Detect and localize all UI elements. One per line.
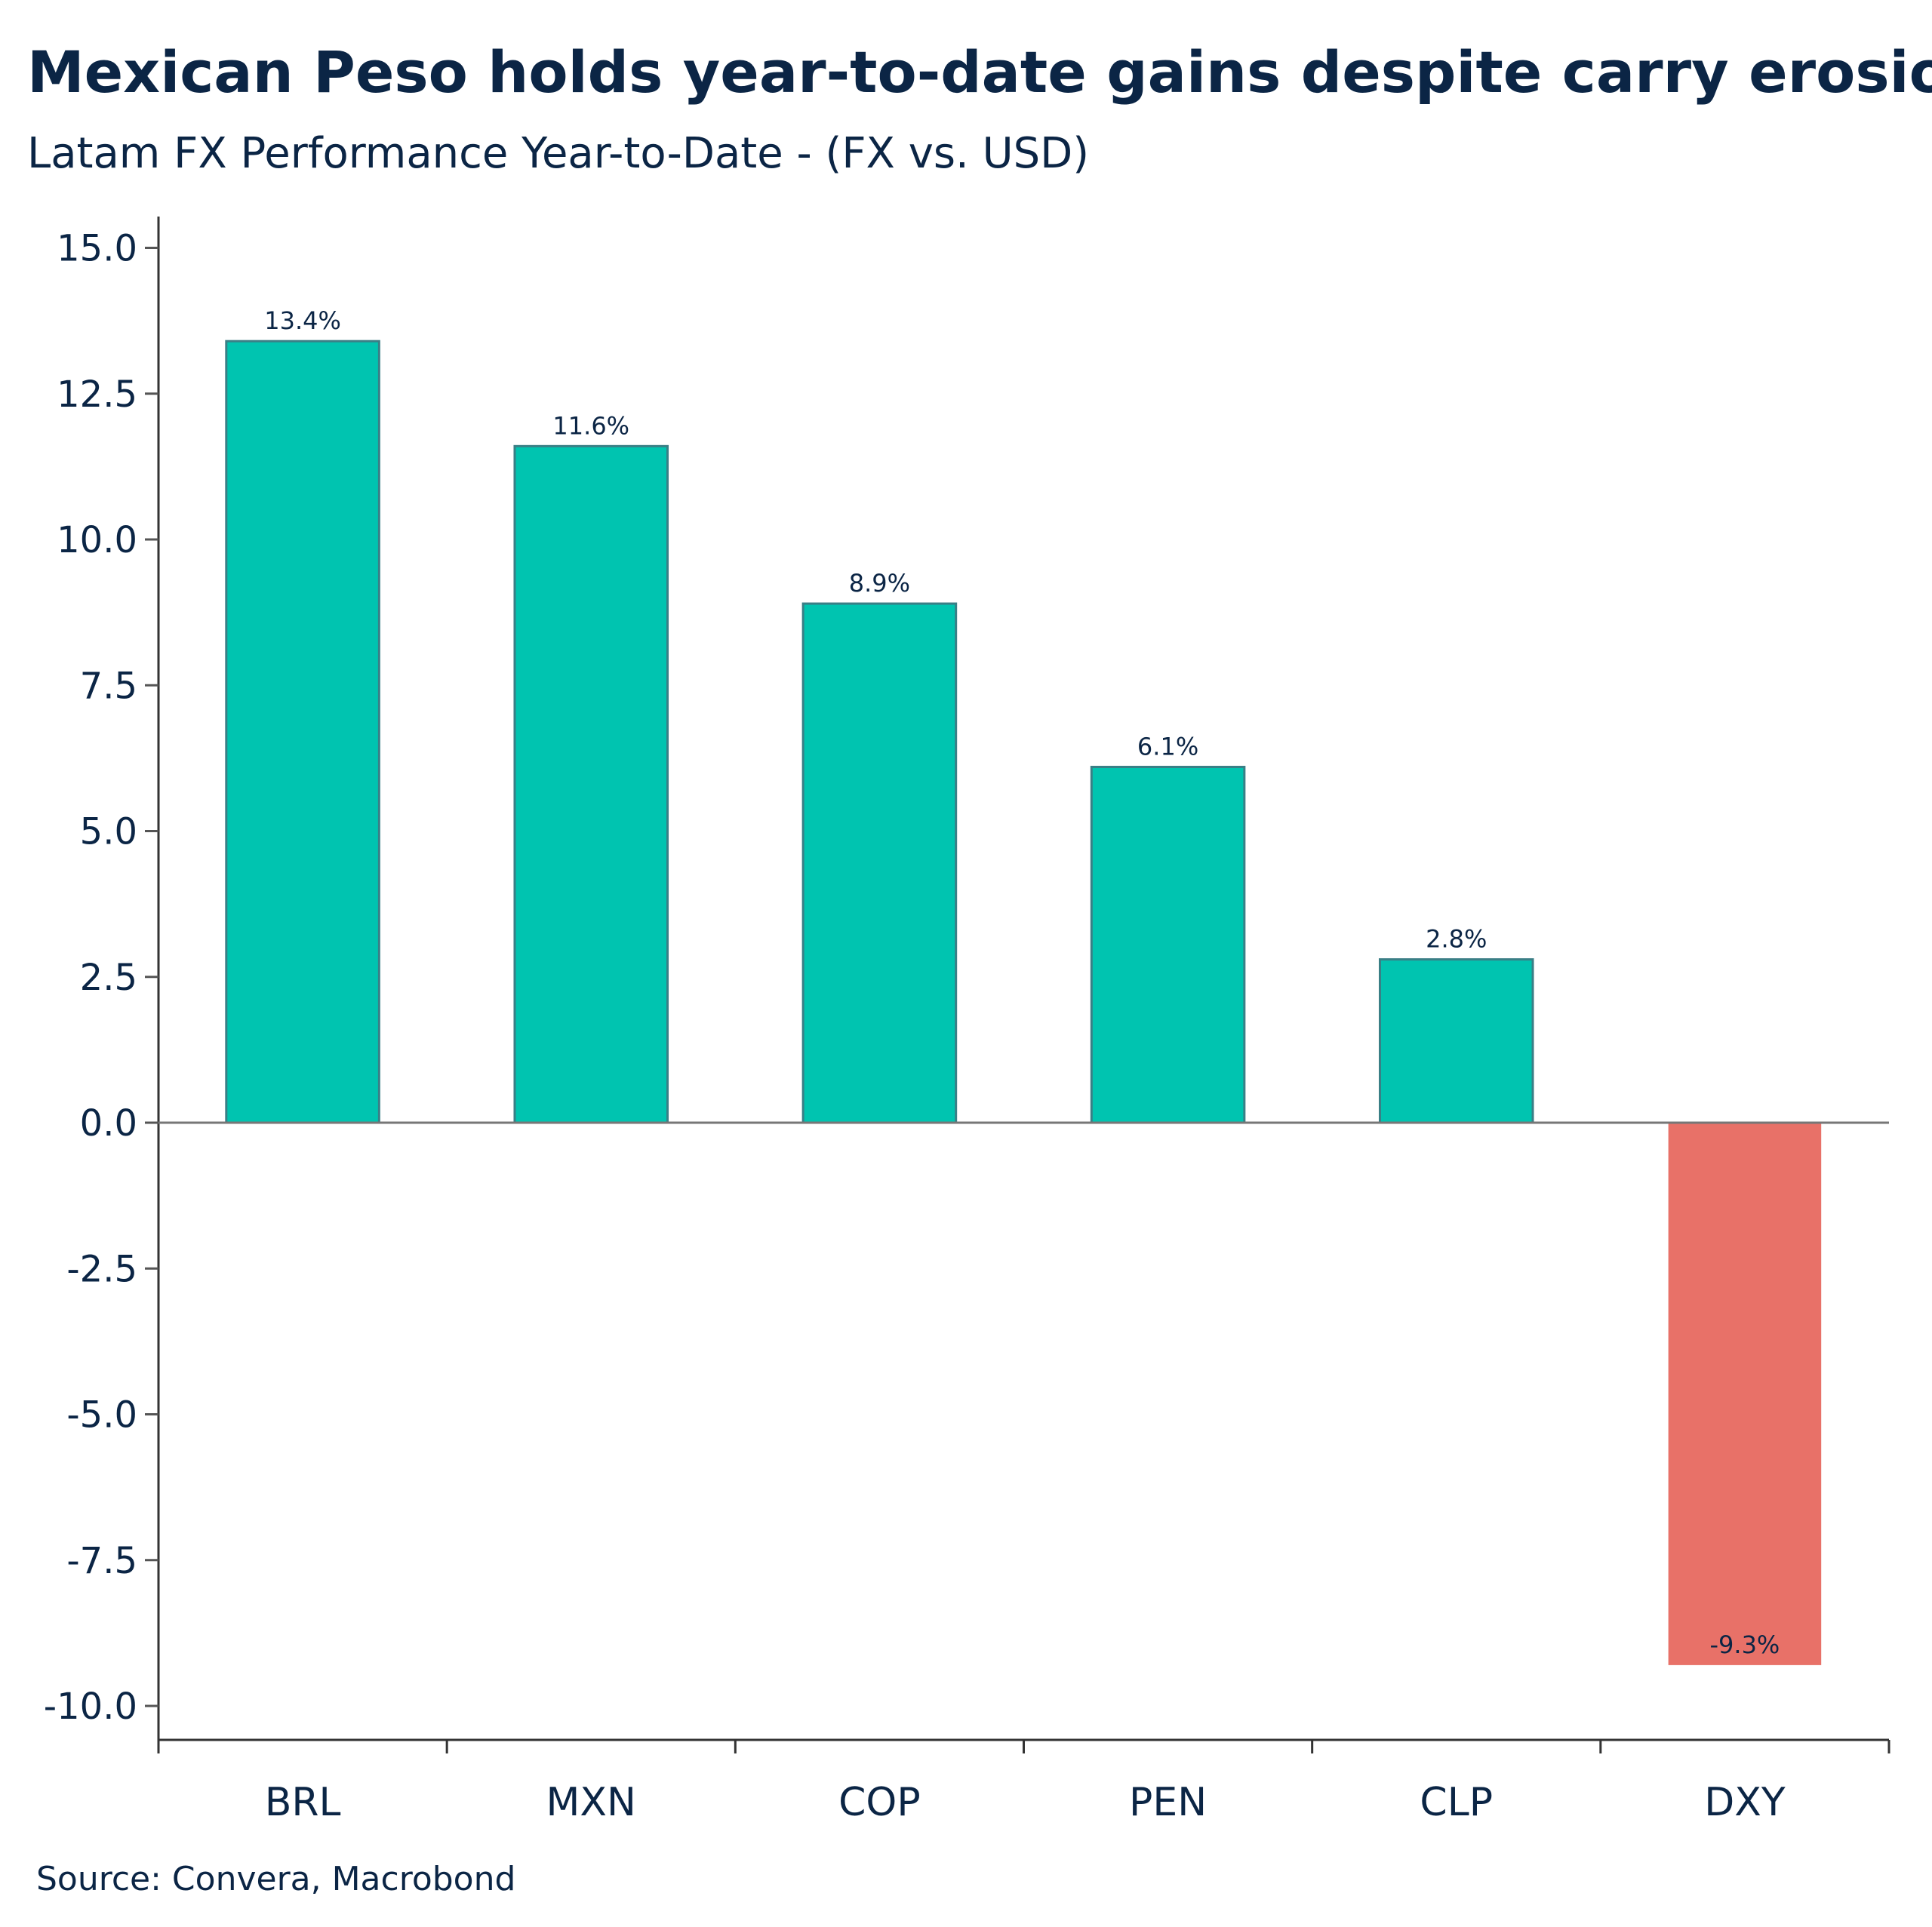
data-label: 2.8% <box>1426 925 1487 954</box>
data-label: 6.1% <box>1137 732 1198 761</box>
y-tick-label: 7.5 <box>80 665 137 707</box>
y-tick-label: 15.0 <box>57 228 137 270</box>
bar-pen <box>1090 765 1246 1124</box>
x-category-label: DXY <box>1704 1780 1786 1825</box>
y-tick-label: -7.5 <box>66 1540 137 1582</box>
y-tick-label: 12.5 <box>57 373 137 416</box>
x-category-label: MXN <box>546 1780 636 1825</box>
y-tick-label: 0.0 <box>80 1102 137 1145</box>
y-tick-label: 2.5 <box>80 957 137 999</box>
source-note: Source: Convera, Macrobond <box>36 1860 515 1898</box>
chart-title: Mexican Peso holds year-to-date gains de… <box>27 38 1932 106</box>
y-tick-label: 5.0 <box>80 811 137 853</box>
chart-subtitle: Latam FX Performance Year-to-Date - (FX … <box>27 129 1089 178</box>
bar-clp <box>1378 958 1534 1124</box>
x-category-label: BRL <box>265 1780 341 1825</box>
y-tick-label: -2.5 <box>66 1248 137 1290</box>
y-tick-label: -10.0 <box>44 1686 137 1728</box>
x-category-label: PEN <box>1129 1780 1207 1825</box>
bar-cop <box>801 602 958 1124</box>
plot-area: 15.0 12.5 10.0 7.5 5.0 2.5 0.0 -2.5 -5.0 -7.5 -10.… <box>44 217 1890 1825</box>
x-category-label: COP <box>838 1780 921 1825</box>
data-label: 8.9% <box>849 569 910 598</box>
bar-brl <box>225 340 380 1124</box>
data-label: -9.3% <box>1709 1630 1780 1659</box>
y-tick-label: -5.0 <box>66 1394 137 1437</box>
x-category-label: CLP <box>1420 1780 1493 1825</box>
bar-dxy <box>1668 1123 1822 1665</box>
y-tick-label: 10.0 <box>57 519 137 561</box>
bar-mxn <box>513 444 669 1124</box>
data-label: 11.6% <box>552 411 629 440</box>
data-label: 13.4% <box>264 306 341 335</box>
